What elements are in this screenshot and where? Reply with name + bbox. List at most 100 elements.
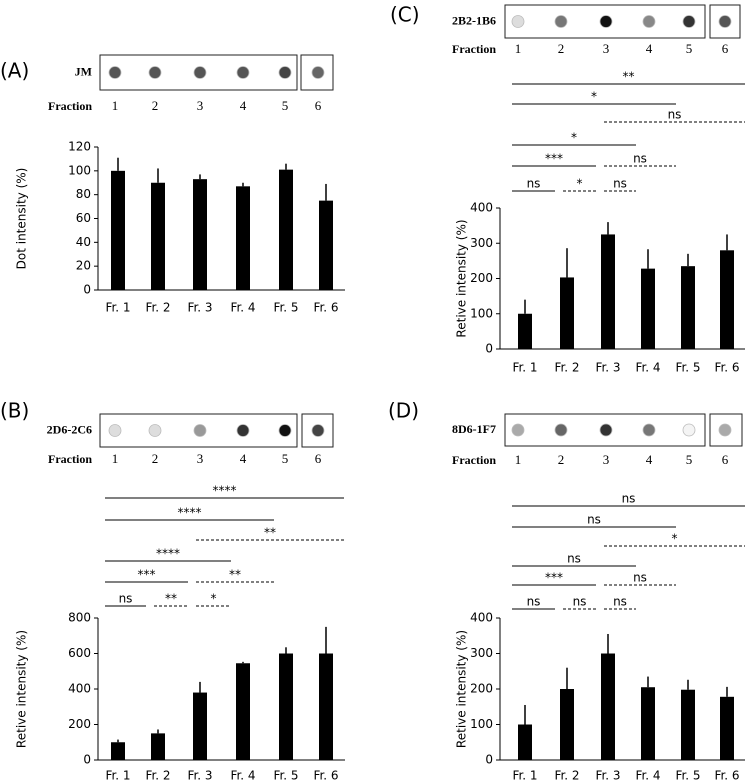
significance-label: ns <box>633 571 647 585</box>
blot-dot <box>599 15 613 28</box>
significance-label: ns <box>587 513 601 527</box>
blot-dot <box>311 66 325 79</box>
blot-label: 8D6-1F7 <box>452 422 496 436</box>
bar <box>279 653 293 760</box>
fraction-number: 3 <box>197 451 204 466</box>
fraction-number: 1 <box>112 98 119 113</box>
y-tick-label: 80 <box>76 187 91 201</box>
y-tick-label: 300 <box>470 236 493 250</box>
bar <box>151 182 165 290</box>
y-tick-label: 20 <box>76 259 91 273</box>
blot-box <box>709 413 743 447</box>
panel-label: (A) <box>0 59 29 83</box>
bar <box>641 268 655 349</box>
significance-label: ** <box>264 526 276 540</box>
blot-dot <box>511 15 525 28</box>
blot-dot <box>236 66 250 79</box>
bar <box>236 186 250 290</box>
significance-label: **** <box>178 506 202 520</box>
blot-dot <box>511 423 525 437</box>
significance-label: ns <box>613 177 627 191</box>
y-tick-label: 400 <box>470 201 493 215</box>
panel-label: (C) <box>390 3 420 27</box>
y-axis-label: Retive intensity (%) <box>455 630 469 748</box>
x-tick-label: Fr. 4 <box>635 769 660 782</box>
bar <box>720 250 734 349</box>
x-tick-label: Fr. 3 <box>595 769 620 782</box>
y-tick-label: 60 <box>76 211 91 225</box>
blot-dot <box>642 423 656 437</box>
blot-dot <box>311 424 325 437</box>
fraction-number: 2 <box>558 41 565 56</box>
bar <box>681 266 695 349</box>
bar <box>236 663 250 760</box>
x-tick-label: Fr. 2 <box>554 769 579 782</box>
significance-label: *** <box>545 152 563 166</box>
significance-label: ns <box>633 152 647 166</box>
y-tick-label: 0 <box>485 342 493 356</box>
x-tick-label: Fr. 1 <box>512 361 537 375</box>
significance-label: * <box>591 90 597 104</box>
significance-label: **** <box>156 547 180 561</box>
panel-label: (D) <box>388 399 419 423</box>
bar <box>560 689 574 760</box>
fraction-label: Fraction <box>48 452 92 466</box>
blot-dot <box>148 424 162 437</box>
bar <box>601 653 615 760</box>
x-tick-label: Fr. 6 <box>714 361 739 375</box>
bar <box>518 313 532 349</box>
blot-dot <box>193 66 207 79</box>
x-tick-label: Fr. 4 <box>635 361 660 375</box>
bar <box>720 696 734 760</box>
panel-label: (B) <box>0 399 29 423</box>
significance-label: * <box>571 131 577 145</box>
fraction-number: 6 <box>722 41 729 56</box>
bar <box>319 653 333 760</box>
fraction-number: 2 <box>558 452 565 467</box>
blot-dot <box>718 15 732 28</box>
significance-label: *** <box>545 571 563 585</box>
significance-label: ns <box>622 492 636 506</box>
blot-dot <box>278 66 292 79</box>
fraction-number: 6 <box>722 452 729 467</box>
blot-dot <box>193 424 207 437</box>
x-tick-label: Fr. 6 <box>313 769 338 782</box>
fraction-number: 1 <box>515 452 522 467</box>
bar <box>111 742 125 760</box>
y-tick-label: 100 <box>470 717 493 731</box>
fraction-number: 4 <box>646 41 653 56</box>
bar <box>151 733 165 760</box>
y-tick-label: 40 <box>76 235 91 249</box>
fraction-number: 6 <box>315 98 322 113</box>
bar <box>193 179 207 290</box>
y-axis-label: Retive intensity (%) <box>15 630 29 748</box>
fraction-number: 1 <box>515 41 522 56</box>
x-tick-label: Fr. 2 <box>145 301 170 315</box>
fraction-number: 2 <box>152 451 159 466</box>
fraction-number: 3 <box>197 98 204 113</box>
y-tick-label: 400 <box>68 682 91 696</box>
fraction-label: Fraction <box>452 42 496 56</box>
x-tick-label: Fr. 3 <box>595 361 620 375</box>
y-tick-label: 0 <box>83 283 91 297</box>
blot-dot <box>682 15 696 28</box>
significance-label: ns <box>613 595 627 609</box>
bar <box>518 724 532 760</box>
blot-dot <box>682 423 696 437</box>
blot-dot <box>599 423 613 437</box>
y-tick-label: 300 <box>470 646 493 660</box>
fraction-number: 2 <box>152 98 159 113</box>
x-tick-label: Fr. 2 <box>145 769 170 782</box>
significance-label: ns <box>119 592 133 606</box>
x-tick-label: Fr. 4 <box>230 769 255 782</box>
fraction-number: 5 <box>686 41 693 56</box>
x-tick-label: Fr. 2 <box>554 361 579 375</box>
blot-label: 2B2-1B6 <box>452 13 496 27</box>
y-tick-label: 0 <box>83 753 91 767</box>
bar <box>319 200 333 290</box>
blot-dot <box>148 66 162 79</box>
significance-label: ** <box>623 70 635 84</box>
significance-label: ** <box>165 592 177 606</box>
y-tick-label: 400 <box>470 611 493 625</box>
